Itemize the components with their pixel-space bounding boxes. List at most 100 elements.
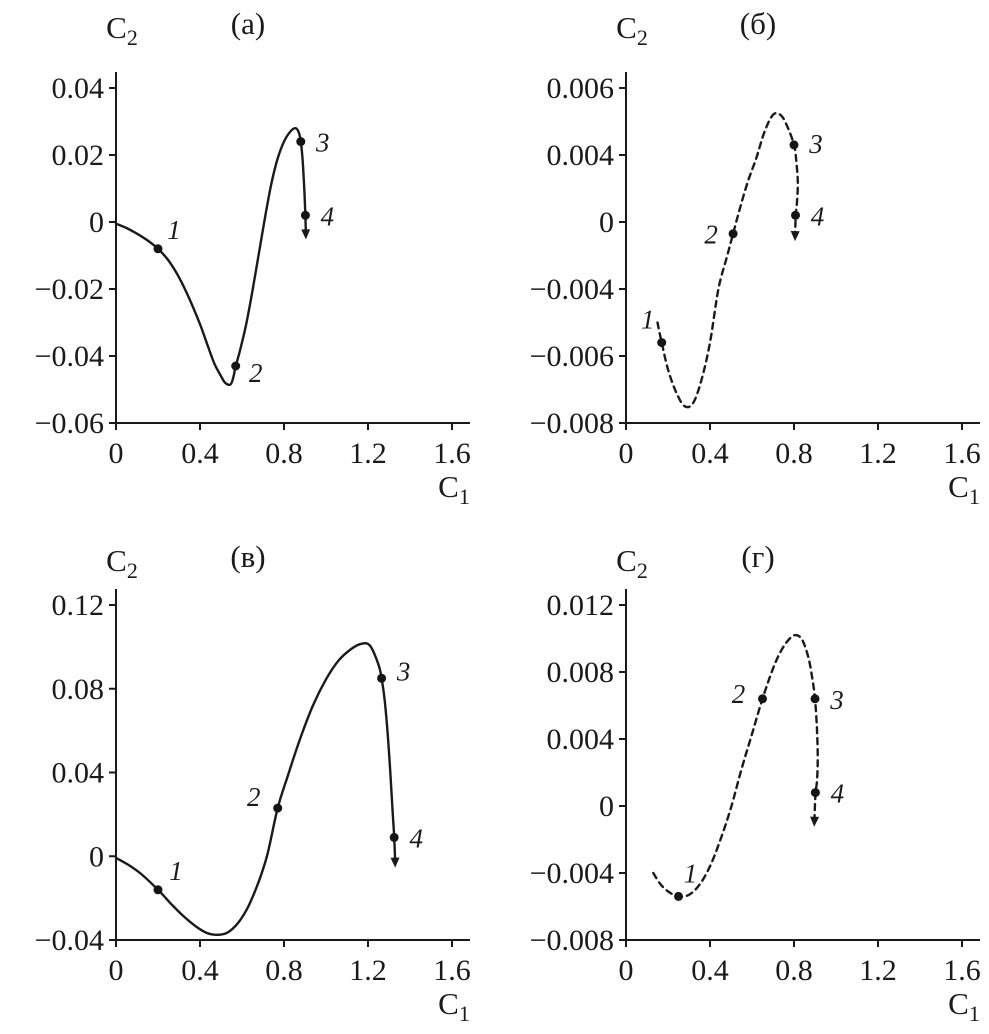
data-point-label: 4 xyxy=(321,201,335,231)
y-tick-label: −0.04 xyxy=(35,924,104,957)
y-axis-label: C2 xyxy=(106,543,138,583)
data-point-label: 4 xyxy=(409,823,423,853)
y-tick-label: −0.004 xyxy=(530,857,614,890)
chart-panel-a: 0.04 0.02 0 −0.02 −0.04 −0.06 0 0.4 0.8 1.2 1.6 (а)… xyxy=(0,0,494,517)
y-tick-label: 0.006 xyxy=(547,72,615,105)
chart-a-canvas: 0.040.020−0.02−0.04−0.060 0.4 0.8 1.2 1.6(а)… xyxy=(35,6,471,509)
data-point xyxy=(789,140,799,150)
x-tick-label: 1.2 xyxy=(859,437,897,470)
data-point-label: 3 xyxy=(396,656,411,686)
y-tick-label: −0.02 xyxy=(35,273,104,306)
y-axis-label: C2 xyxy=(106,10,138,50)
x-tick-label: 0.4 xyxy=(181,437,219,470)
data-point-label: 2 xyxy=(732,679,746,709)
data-point xyxy=(674,891,683,901)
curve xyxy=(114,642,397,937)
y-tick-label: 0.004 xyxy=(547,723,615,756)
y-tick-label: −0.004 xyxy=(530,273,614,306)
panel-label: (б) xyxy=(740,6,776,41)
y-axis-label: C2 xyxy=(616,543,648,583)
curve-end-arrow xyxy=(810,816,820,827)
x-tick-label: 1.2 xyxy=(859,954,897,987)
data-point xyxy=(377,673,387,683)
y-tick-label: −0.04 xyxy=(35,340,104,373)
chart-panel-g: 0.012 0.008 0.004 0 −0.004 −0.008 0 0.4 0.8 1.2 1.… xyxy=(494,517,989,1034)
x-tick-label: 0.4 xyxy=(691,954,729,987)
x-tick-label: 1.6 xyxy=(943,954,981,987)
curve-end-arrow xyxy=(390,857,400,868)
x-tick-label: 1.2 xyxy=(349,954,387,987)
curve xyxy=(114,127,307,386)
data-point xyxy=(153,244,163,254)
y-tick-label: −0.008 xyxy=(530,407,614,440)
y-tick-label: 0.04 xyxy=(52,757,105,790)
panel-label: (в) xyxy=(230,539,265,574)
data-point-label: 2 xyxy=(249,358,263,388)
data-point xyxy=(153,885,163,895)
data-point-label: 3 xyxy=(829,685,844,715)
x-axis-label: C1 xyxy=(948,469,980,509)
x-tick-label: 0.8 xyxy=(775,954,813,987)
x-axis-label: C1 xyxy=(948,986,980,1026)
x-tick-label: 1.6 xyxy=(433,954,471,987)
panel-label: (г) xyxy=(741,539,774,574)
data-point-label: 3 xyxy=(808,129,823,159)
x-tick-label: 0.8 xyxy=(775,437,813,470)
data-point-label: 2 xyxy=(704,220,718,250)
y-tick-label: −0.008 xyxy=(530,924,614,957)
y-tick-label: 0 xyxy=(599,206,614,239)
chart-panel-v: 0.12 0.08 0.04 0 −0.04 0 0.4 0.8 1.2 1.6 (в) C2 C1 1 2… xyxy=(0,517,494,1034)
data-point-label: 1 xyxy=(167,215,181,245)
x-tick-label: 0 xyxy=(619,954,634,987)
x-tick-label: 0 xyxy=(109,954,124,987)
data-point xyxy=(810,694,820,704)
y-tick-label: −0.06 xyxy=(35,407,104,440)
y-tick-label: 0.008 xyxy=(547,656,615,689)
curve xyxy=(652,633,819,898)
data-point xyxy=(231,361,241,371)
y-tick-label: 0 xyxy=(599,790,614,823)
y-tick-label: 0.08 xyxy=(52,673,105,706)
chart-v-canvas: 0.120.080.040−0.040 0.4 0.8 1.2 1.6(в)C2C112… xyxy=(35,539,471,1026)
y-tick-label: 0 xyxy=(89,206,104,239)
x-tick-label: 0.8 xyxy=(265,954,303,987)
x-tick-label: 0 xyxy=(619,437,634,470)
x-axis-label: C1 xyxy=(438,469,470,509)
y-tick-label: −0.006 xyxy=(530,340,614,373)
x-tick-label: 0.4 xyxy=(181,954,219,987)
data-point xyxy=(791,210,800,220)
data-point-label: 4 xyxy=(811,201,825,231)
y-tick-label: 0.02 xyxy=(52,139,105,172)
data-point-label: 4 xyxy=(831,779,845,809)
data-point-label: 1 xyxy=(169,856,183,886)
x-tick-label: 1.6 xyxy=(433,437,471,470)
x-axis-label: C1 xyxy=(438,986,470,1026)
data-point xyxy=(657,338,667,348)
chart-panel-b: 0.006 0.004 0 −0.004 −0.006 −0.008 0 0.4 0.8 1.2 1… xyxy=(494,0,989,517)
y-tick-label: 0.12 xyxy=(52,589,105,622)
data-point-label: 1 xyxy=(684,858,698,888)
curve-end-arrow xyxy=(301,229,311,240)
data-point xyxy=(758,694,767,704)
data-point xyxy=(728,229,738,239)
curve xyxy=(656,111,800,409)
y-axis-label: C2 xyxy=(616,10,648,50)
x-tick-label: 1.2 xyxy=(349,437,387,470)
data-point-label: 2 xyxy=(247,782,261,812)
y-tick-label: 0.004 xyxy=(547,139,615,172)
data-point-label: 1 xyxy=(641,305,655,335)
data-point xyxy=(810,788,820,798)
y-tick-label: 0 xyxy=(89,840,104,873)
y-tick-label: 0.04 xyxy=(52,72,105,105)
x-tick-label: 0.4 xyxy=(691,437,729,470)
data-point xyxy=(296,137,306,147)
x-tick-label: 1.6 xyxy=(943,437,981,470)
curve-end-arrow xyxy=(790,231,800,242)
x-tick-label: 0 xyxy=(109,437,124,470)
x-tick-label: 0.8 xyxy=(265,437,303,470)
data-point xyxy=(273,803,283,813)
data-point-label: 3 xyxy=(315,128,330,158)
